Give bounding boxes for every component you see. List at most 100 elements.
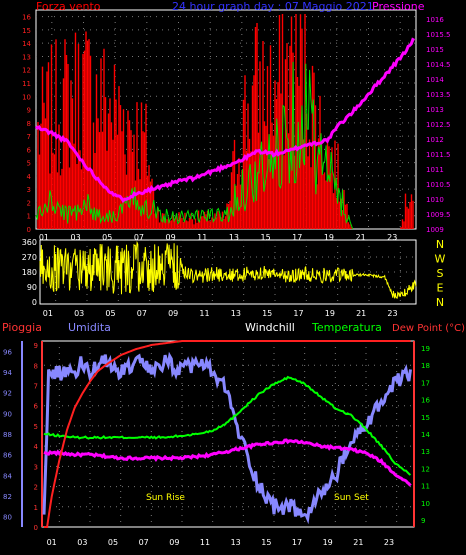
temperature-tick-label: 16 <box>421 397 430 405</box>
humidity-tick-label: 88 <box>3 431 12 439</box>
wind-tick-label: 4 <box>27 173 32 181</box>
compass-s-label: S <box>437 267 444 280</box>
temperature-tick-label: 14 <box>421 431 430 439</box>
wind-tick-label: 10 <box>22 93 31 101</box>
temperature-label: Temperatura <box>311 321 382 334</box>
rain-x-tick: 09 <box>169 538 179 547</box>
chart-title: 24 hour graph day : 07 Maggio 2021 <box>172 0 374 13</box>
rain-x-tick: 07 <box>139 538 149 547</box>
humidity-tick-label: 94 <box>3 369 12 377</box>
pressure-tick-label: 1012.5 <box>426 121 451 129</box>
wind-x-tick: 21 <box>355 233 365 242</box>
rain-x-tick: 03 <box>77 538 87 547</box>
pressure-tick-label: 1015 <box>426 46 444 54</box>
temperature-tick-label: 19 <box>421 345 430 353</box>
direction-x-tick: 15 <box>262 309 272 318</box>
rain-tick-label: 5 <box>34 423 38 431</box>
temperature-tick-label: 17 <box>421 379 430 387</box>
wind-tick-label: 11 <box>22 80 31 88</box>
direction-x-ticks: 01 03 05 07 09 11 13 15 17 19 21 23 <box>43 309 398 318</box>
wind-x-tick: 17 <box>292 233 302 242</box>
pressure-tick-label: 1014.5 <box>426 61 451 69</box>
rain-x-tick: 13 <box>231 538 241 547</box>
wind-tick-label: 3 <box>27 186 31 194</box>
compass-w-label: W <box>435 253 446 266</box>
rain-tick-label: 0 <box>34 524 38 532</box>
compass-e-label: E <box>437 282 444 295</box>
wind-tick-label: 1 <box>27 213 31 221</box>
rain-x-tick: 21 <box>353 538 363 547</box>
wind-tick-label: 12 <box>22 67 31 75</box>
direction-line <box>39 240 417 299</box>
rain-tick-label: 9 <box>34 342 38 350</box>
compass-n-label: N <box>436 296 444 309</box>
pressure-tick-label: 1016 <box>426 16 444 24</box>
direction-x-tick: 07 <box>137 309 147 318</box>
rain-tick-label: 7 <box>34 382 38 390</box>
wind-x-tick: 07 <box>134 233 144 242</box>
temperature-tick-label: 15 <box>421 414 430 422</box>
rain-x-tick: 15 <box>261 538 271 547</box>
rain-x-tick: 05 <box>108 538 118 547</box>
direction-tick-label: 90 <box>27 283 37 292</box>
rain-temperature-panel: Pioggia Umidita Windchill Temperatura De… <box>2 321 465 547</box>
humidity-tick-label: 84 <box>3 472 12 480</box>
pressure-axis-ticks: 1016 1015.5 1015 1014.5 1014 1013.5 1013 1012.5… <box>426 16 451 234</box>
rain-tick-label: 4 <box>34 443 39 451</box>
pressure-tick-label: 1013 <box>426 106 444 114</box>
humidity-axis-ticks: 96 94 92 90 88 86 84 82 80 <box>3 348 12 521</box>
pressure-tick-label: 1011.5 <box>426 151 451 159</box>
temperature-tick-label: 10 <box>421 500 430 508</box>
rain-tick-label: 6 <box>34 403 39 411</box>
compass-n-label: N <box>436 238 444 251</box>
rain-plot-frame <box>41 340 415 528</box>
wind-x-tick: 13 <box>229 233 239 242</box>
wind-x-tick: 05 <box>102 233 112 242</box>
temperature-tick-label: 9 <box>421 517 425 525</box>
wind-x-tick: 03 <box>70 233 80 242</box>
humidity-tick-label: 96 <box>3 348 12 356</box>
wind-x-tick: 11 <box>197 233 207 242</box>
temperature-line <box>43 375 412 476</box>
humidity-label: Umidita <box>68 321 111 334</box>
dewpoint-line <box>43 438 412 487</box>
direction-tick-label: 0 <box>32 298 37 307</box>
rain-x-tick: 01 <box>47 538 57 547</box>
wind-tick-label: 9 <box>27 107 31 115</box>
wind-tick-label: 8 <box>27 120 31 128</box>
sunrise-label: Sun Rise <box>146 493 185 503</box>
wind-axis-label: Forza vento <box>36 0 101 13</box>
wind-x-ticks: 01 03 05 07 09 11 13 15 17 19 21 23 <box>39 233 398 242</box>
rain-x-tick: 11 <box>200 538 210 547</box>
sunset-label: Sun Set <box>334 493 369 503</box>
rain-tick-label: 1 <box>34 504 38 512</box>
wind-tick-label: 16 <box>22 14 31 22</box>
wind-tick-label: 0 <box>27 226 31 234</box>
wind-x-tick: 23 <box>387 233 397 242</box>
wind-tick-label: 15 <box>22 27 31 35</box>
direction-tick-label: 270 <box>22 253 37 262</box>
humidity-tick-label: 86 <box>3 452 12 460</box>
wind-x-tick: 01 <box>39 233 49 242</box>
direction-x-tick: 11 <box>199 309 209 318</box>
pressure-tick-label: 1009 <box>426 226 444 234</box>
wind-x-tick: 09 <box>165 233 175 242</box>
rain-tick-label: 2 <box>34 484 38 492</box>
temperature-axis-ticks: 19 18 17 16 15 14 13 12 11 10 9 <box>421 345 430 525</box>
rain-line <box>44 340 411 528</box>
temperature-tick-label: 13 <box>421 448 430 456</box>
rain-x-ticks: 01 03 05 07 09 11 13 15 17 19 21 23 <box>47 538 395 547</box>
wind-tick-label: 7 <box>27 133 31 141</box>
pressure-tick-label: 1010.5 <box>426 181 451 189</box>
temperature-tick-label: 12 <box>421 465 430 473</box>
direction-tick-label: 360 <box>22 238 37 247</box>
rain-label: Pioggia <box>2 321 42 334</box>
direction-tick-label: 180 <box>22 268 37 277</box>
temperature-tick-label: 11 <box>421 483 430 491</box>
gust-line <box>35 61 354 230</box>
wind-x-tick: 19 <box>324 233 334 242</box>
